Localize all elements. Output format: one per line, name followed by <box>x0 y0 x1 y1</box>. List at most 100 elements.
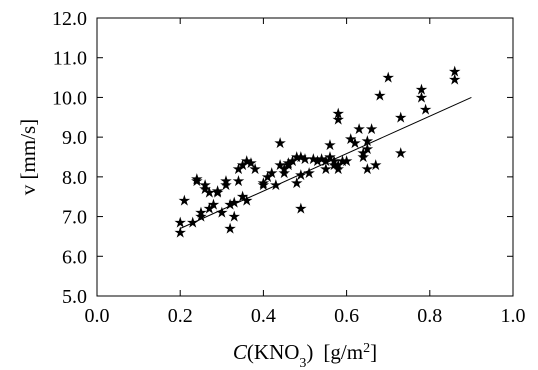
data-point: ★ <box>265 164 278 182</box>
y-tick-label: 8.0 <box>62 167 87 189</box>
data-point: ★ <box>211 184 224 202</box>
data-point: ★ <box>332 110 345 128</box>
data-point: ★ <box>294 200 307 218</box>
data-point: ★ <box>302 164 315 182</box>
data-point: ★ <box>232 160 245 178</box>
data-point: ★ <box>448 71 461 89</box>
data-point: ★ <box>173 223 186 241</box>
data-point: ★ <box>228 208 241 226</box>
data-point: ★ <box>273 134 286 152</box>
data-point: ★ <box>190 170 203 188</box>
x-label-unit: [g/m <box>323 340 363 364</box>
data-point: ★ <box>194 208 207 226</box>
data-point: ★ <box>215 204 228 222</box>
data-point: ★ <box>282 154 295 172</box>
data-point: ★ <box>219 176 232 194</box>
data-point: ★ <box>178 192 191 210</box>
data-point: ★ <box>203 200 216 218</box>
data-point: ★ <box>298 150 311 168</box>
y-tick-label: 10.0 <box>52 87 87 109</box>
x-label-variable: C <box>233 340 248 364</box>
data-point: ★ <box>203 184 216 202</box>
x-label-unit-end: ] <box>370 340 377 364</box>
data-point: ★ <box>290 148 303 166</box>
data-point: ★ <box>211 182 224 200</box>
data-point: ★ <box>240 192 253 210</box>
data-point: ★ <box>207 196 220 214</box>
data-point: ★ <box>286 152 299 170</box>
data-point: ★ <box>361 140 374 158</box>
axis-ticks <box>96 17 514 297</box>
data-point: ★ <box>294 148 307 166</box>
x-tick-label: 0.0 <box>85 305 110 327</box>
data-point: ★ <box>332 104 345 122</box>
data-point: ★ <box>419 100 432 118</box>
data-point: ★ <box>219 172 232 190</box>
data-point: ★ <box>365 120 378 138</box>
x-tick-label: 0.2 <box>168 305 193 327</box>
data-point: ★ <box>415 88 428 106</box>
data-point: ★ <box>277 164 290 182</box>
data-point: ★ <box>361 160 374 178</box>
data-point: ★ <box>327 152 340 170</box>
data-point: ★ <box>415 80 428 98</box>
data-point: ★ <box>357 144 370 162</box>
data-point: ★ <box>327 156 340 174</box>
data-points: ★★★★★★★★★★★★★★★★★★★★★★★★★★★★★★★★★★★★★★★★… <box>173 63 461 242</box>
data-point: ★ <box>257 174 270 192</box>
data-point: ★ <box>369 156 382 174</box>
data-point: ★ <box>282 156 295 174</box>
data-point: ★ <box>319 152 332 170</box>
y-tick-label: 11.0 <box>53 48 87 70</box>
data-point: ★ <box>319 160 332 178</box>
data-point: ★ <box>373 86 386 104</box>
y-axis-label: v [mm/s] <box>16 119 40 195</box>
x-tick-label: 0.8 <box>417 305 442 327</box>
data-point: ★ <box>311 152 324 170</box>
y-tick-label: 7.0 <box>62 207 87 229</box>
data-point: ★ <box>394 144 407 162</box>
data-point: ★ <box>261 168 274 186</box>
data-point: ★ <box>357 148 370 166</box>
data-point: ★ <box>336 152 349 170</box>
data-point: ★ <box>344 130 357 148</box>
data-point: ★ <box>190 172 203 190</box>
x-label-subscript: 3 <box>299 356 306 370</box>
data-point: ★ <box>269 176 282 194</box>
data-point: ★ <box>348 134 361 152</box>
data-point: ★ <box>290 174 303 192</box>
x-label-superscript: 2 <box>363 341 370 356</box>
data-point: ★ <box>240 152 253 170</box>
fit-line <box>179 96 472 229</box>
data-point: ★ <box>236 156 249 174</box>
data-point: ★ <box>173 214 186 232</box>
x-label-compound: (KNO <box>247 340 300 364</box>
plot-frame <box>96 17 514 297</box>
data-point: ★ <box>228 194 241 212</box>
data-point: ★ <box>315 150 328 168</box>
x-tick-label: 0.6 <box>334 305 359 327</box>
y-tick-label: 9.0 <box>62 127 87 149</box>
data-point: ★ <box>448 63 461 81</box>
data-point: ★ <box>394 108 407 126</box>
data-point: ★ <box>361 132 374 150</box>
data-point: ★ <box>294 166 307 184</box>
data-point: ★ <box>257 176 270 194</box>
data-point: ★ <box>332 160 345 178</box>
data-point: ★ <box>186 214 199 232</box>
data-point: ★ <box>248 160 261 178</box>
data-point: ★ <box>273 156 286 174</box>
data-point: ★ <box>323 136 336 154</box>
y-tick-label: 12.0 <box>52 8 87 30</box>
data-point: ★ <box>236 188 249 206</box>
data-point: ★ <box>307 150 320 168</box>
data-point: ★ <box>332 156 345 174</box>
x-tick-label: 0.4 <box>251 305 276 327</box>
x-label-close: ) <box>306 340 313 364</box>
data-point: ★ <box>323 148 336 166</box>
data-point: ★ <box>194 204 207 222</box>
x-axis-label: C(KNO3) [g/m2] <box>233 340 377 370</box>
axis-tick-labels: 0.0 0.2 0.4 0.6 0.8 1.0 5.0 6.0 7.0 8.0 9.0 10.0 11.… <box>52 8 526 327</box>
data-point: ★ <box>340 152 353 170</box>
